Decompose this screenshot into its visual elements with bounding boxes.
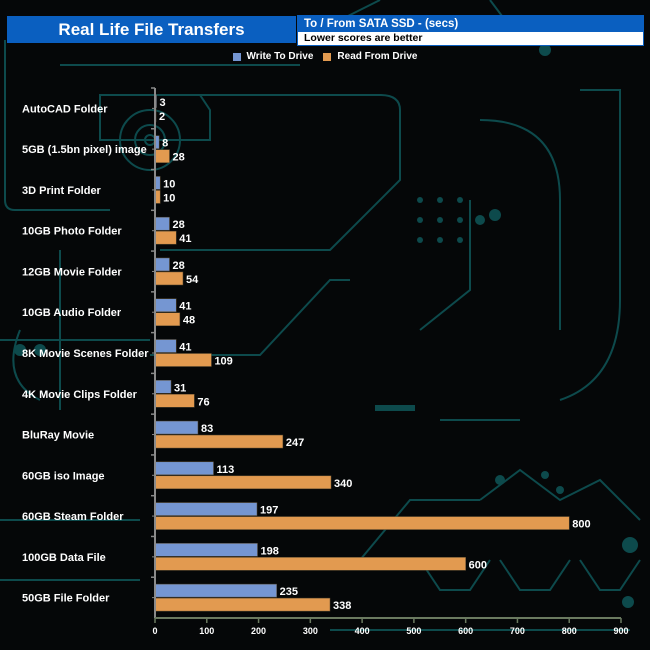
- bar-read: [154, 230, 177, 245]
- bar-write: [154, 298, 177, 312]
- value-label-write: 41: [179, 342, 191, 354]
- bar-read: [154, 149, 170, 163]
- subtitle-box: To / From SATA SSD - (secs) Lower scores…: [297, 15, 644, 46]
- value-label-write: 235: [280, 586, 298, 598]
- bar-read: [154, 394, 195, 408]
- value-label-read: 41: [179, 233, 191, 245]
- value-label-write: 8: [162, 138, 168, 150]
- chart-title: Real Life File Transfers: [7, 16, 296, 43]
- bar-read: [154, 312, 181, 326]
- legend-label-write: Write To Drive: [246, 51, 314, 62]
- category-label: 4K Movie Clips Folder: [22, 389, 138, 401]
- value-label-write: 197: [260, 505, 278, 517]
- legend-swatch-read: [323, 52, 332, 61]
- bar-read: [154, 434, 284, 449]
- bar-write: [154, 380, 172, 394]
- value-label-write: 41: [179, 301, 191, 313]
- value-label-write: 113: [217, 464, 235, 476]
- bar-read: [154, 353, 212, 367]
- bar-write: [154, 461, 214, 476]
- chart-subtitle: To / From SATA SSD - (secs): [298, 16, 643, 32]
- category-label: 3D Print Folder: [22, 185, 102, 197]
- value-label-read: 800: [572, 519, 590, 531]
- bar-read: [154, 557, 466, 571]
- x-tick-label: 500: [406, 626, 421, 636]
- category-label: 100GB Data File: [22, 552, 106, 564]
- value-label-read: 76: [197, 396, 209, 408]
- x-tick-label: 800: [562, 626, 577, 636]
- bar-read: [154, 271, 184, 286]
- value-label-read: 338: [333, 600, 351, 612]
- legend-label-read: Read From Drive: [337, 51, 418, 62]
- bar-read: [154, 475, 332, 490]
- value-label-write: 31: [174, 382, 186, 394]
- legend: Write To Drive Read From Drive: [0, 51, 650, 62]
- value-label-write: 28: [172, 260, 184, 272]
- value-label-read: 54: [186, 274, 199, 286]
- value-label-read: 340: [334, 478, 352, 490]
- x-tick-label: 400: [355, 626, 370, 636]
- value-label-write: 3: [160, 97, 166, 109]
- x-tick-label: 200: [251, 626, 266, 636]
- value-label-read: 109: [214, 356, 232, 368]
- value-label-write: 198: [261, 545, 279, 557]
- value-label-write: 10: [163, 178, 175, 190]
- bar-write: [154, 543, 258, 557]
- bar-write: [154, 257, 170, 272]
- legend-swatch-write: [232, 52, 241, 61]
- x-tick-label: 100: [199, 626, 214, 636]
- x-tick-label: 700: [510, 626, 525, 636]
- value-label-read: 600: [469, 559, 487, 571]
- value-label-write: 28: [172, 219, 184, 231]
- legend-item-write: Write To Drive: [232, 51, 314, 62]
- category-label: 10GB Photo Folder: [22, 226, 122, 238]
- value-label-read: 2: [159, 111, 165, 123]
- category-label: 10GB Audio Folder: [22, 307, 122, 319]
- category-label: 60GB Steam Folder: [22, 511, 124, 523]
- bar-write: [154, 502, 258, 516]
- bar-write: [154, 339, 177, 353]
- bar-read: [154, 597, 331, 612]
- bar-write: [154, 583, 277, 598]
- x-tick-label: 300: [303, 626, 318, 636]
- value-label-read: 28: [172, 152, 184, 164]
- chart-note: Lower scores are better: [298, 32, 643, 45]
- category-label: 12GB Movie Folder: [22, 266, 122, 278]
- bar-read: [154, 516, 570, 530]
- legend-item-read: Read From Drive: [323, 51, 417, 62]
- x-tick-label: 600: [458, 626, 473, 636]
- value-label-write: 83: [201, 423, 213, 435]
- category-label: 8K Movie Scenes Folder: [22, 348, 149, 360]
- x-tick-label: 0: [152, 626, 157, 636]
- value-label-read: 48: [183, 315, 195, 327]
- category-label: BluRay Movie: [22, 430, 94, 442]
- category-label: 60GB iso Image: [22, 470, 105, 482]
- bar-write: [154, 216, 170, 231]
- value-label-read: 10: [163, 192, 175, 204]
- category-label: 50GB File Folder: [22, 593, 110, 605]
- x-tick-label: 900: [613, 626, 628, 636]
- category-label: AutoCAD Folder: [22, 103, 108, 115]
- value-label-read: 247: [286, 437, 304, 449]
- bar-write: [154, 420, 199, 435]
- category-label: 5GB (1.5bn pixel) image: [22, 144, 147, 156]
